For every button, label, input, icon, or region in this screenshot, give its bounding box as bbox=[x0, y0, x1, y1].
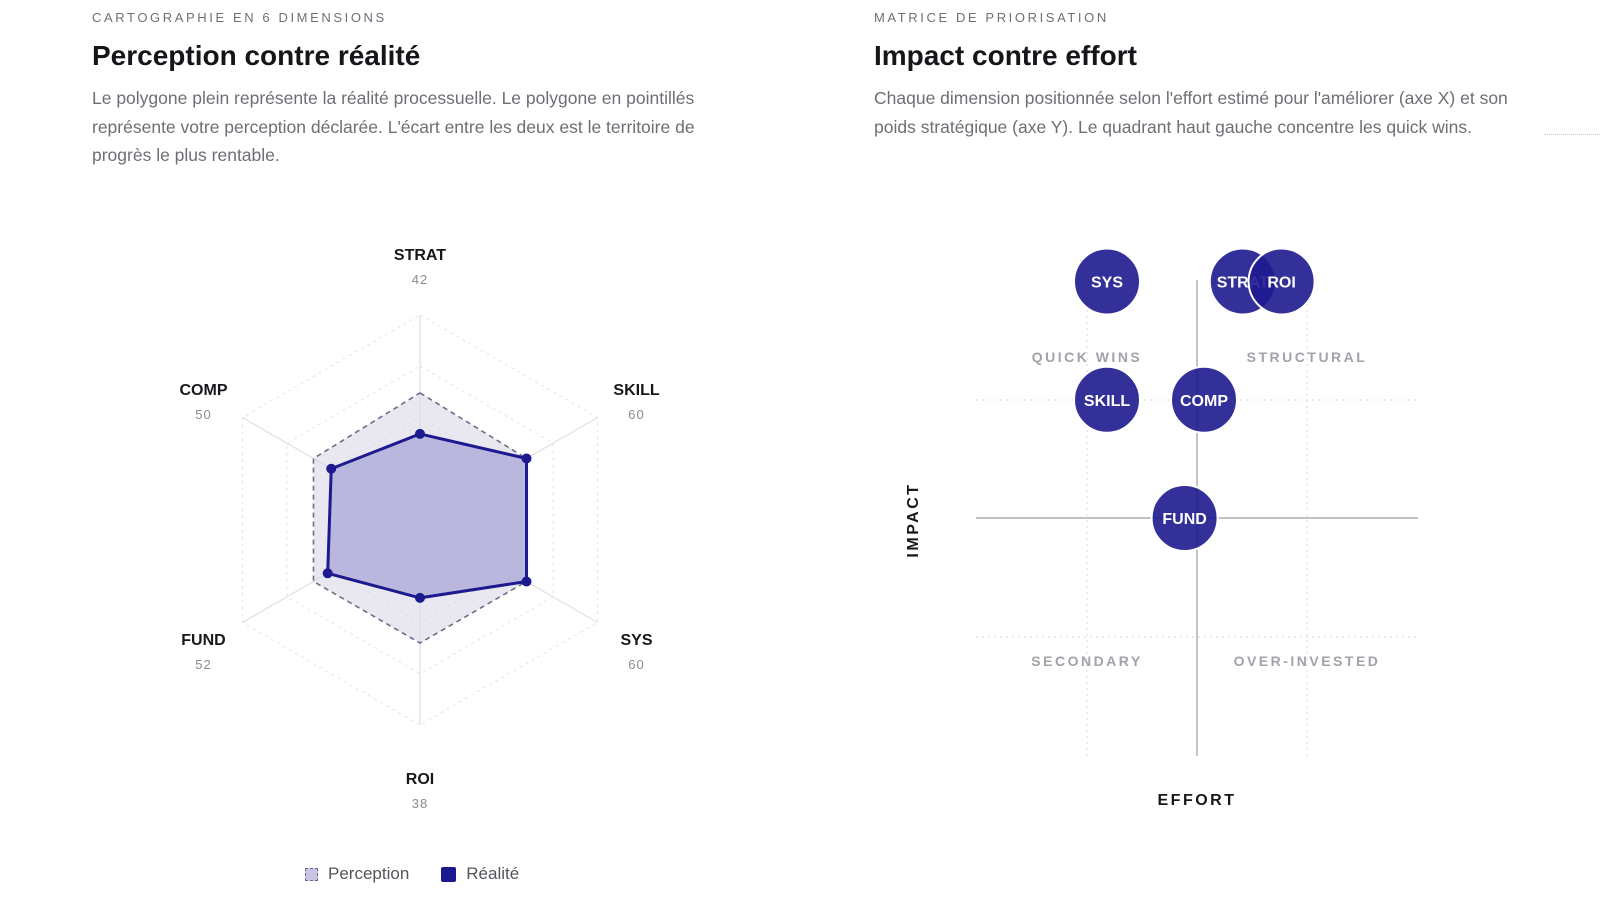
matrix-point-sys: SYS bbox=[1073, 247, 1141, 316]
matrix-bubble-skill bbox=[1073, 365, 1141, 434]
matrix-bubble-fund bbox=[1150, 484, 1219, 552]
reality-point-skill bbox=[521, 453, 532, 464]
radar-axis-value-roi: 38 bbox=[412, 796, 428, 811]
reality-point-comp bbox=[326, 463, 337, 474]
matrix-bubble-label-fund: FUND bbox=[1162, 511, 1206, 528]
matrix-point-skill: SKILL bbox=[1073, 365, 1141, 434]
radar-axis-label-sys: SYS bbox=[620, 632, 652, 649]
legend-perception: Perception bbox=[305, 864, 409, 884]
matrix-title: Impact contre effort bbox=[874, 40, 1137, 71]
radar-axis-label-strat: STRAT bbox=[394, 247, 446, 264]
reality-swatch bbox=[441, 866, 457, 882]
matrix-bubble-sys bbox=[1073, 247, 1141, 316]
quadrant-label-structural: STRUCTURAL bbox=[1247, 349, 1368, 365]
radar-axis-value-strat: 42 bbox=[412, 272, 428, 287]
matrix-eyebrow: MATRICE DE PRIORISATION bbox=[874, 10, 1109, 25]
radar-axis-label-roi: ROI bbox=[406, 771, 434, 788]
matrix-point-roi: ROI bbox=[1247, 247, 1316, 316]
reality-point-fund bbox=[322, 568, 333, 579]
matrix-bubble-label-sys: SYS bbox=[1091, 275, 1123, 292]
matrix-y-axis-label: IMPACT bbox=[905, 482, 922, 557]
radar-axis-value-skill: 60 bbox=[628, 407, 644, 422]
radar-axis-label-comp: COMP bbox=[179, 382, 227, 399]
reality-point-strat bbox=[415, 428, 425, 439]
matrix-bubble-roi bbox=[1247, 247, 1316, 316]
radar-axis-label-fund: FUND bbox=[181, 632, 225, 649]
quadrant-label-over-invested: OVER-INVESTED bbox=[1234, 653, 1381, 669]
radar-axis-label-skill: SKILL bbox=[613, 382, 659, 399]
radar-title: Perception contre réalité bbox=[92, 40, 421, 71]
legend-perception-label: Perception bbox=[328, 864, 410, 883]
radar-eyebrow: CARTOGRAPHIE EN 6 DIMENSIONS bbox=[92, 10, 387, 25]
matrix-point-fund: FUND bbox=[1150, 484, 1219, 552]
matrix-bubble-label-roi: ROI bbox=[1267, 275, 1295, 292]
radar-description: Le polygone plein représente la réalité … bbox=[92, 88, 695, 165]
matrix-point-comp: COMP bbox=[1170, 365, 1238, 434]
legend-reality: Réalité bbox=[441, 864, 519, 884]
legend-reality-label: Réalité bbox=[466, 864, 520, 883]
radar-axis-value-fund: 52 bbox=[195, 657, 211, 672]
matrix-x-axis-label: EFFORT bbox=[1158, 792, 1237, 809]
radar-axis-value-sys: 60 bbox=[628, 657, 644, 672]
radar-axis-value-comp: 50 bbox=[195, 407, 211, 422]
radar-legend: Perception Réalité bbox=[305, 864, 519, 884]
matrix-bubble-label-skill: SKILL bbox=[1084, 393, 1130, 410]
matrix-bubble-label-comp: COMP bbox=[1180, 393, 1228, 410]
quadrant-label-secondary: SECONDARY bbox=[1031, 653, 1142, 669]
edge-divider bbox=[1544, 134, 1600, 135]
radar-chart: STRAT 42 SKILL 60 SYS 60 ROI 38 FUND 52 COMP 50 bbox=[179, 247, 659, 811]
reality-point-roi bbox=[415, 592, 425, 603]
perception-swatch bbox=[305, 867, 318, 881]
matrix-bubble-comp bbox=[1170, 365, 1238, 434]
quadrant-label-quick-wins: QUICK WINS bbox=[1032, 349, 1143, 365]
matrix-description: Chaque dimension positionnée selon l'eff… bbox=[874, 88, 1508, 137]
reality-point-sys bbox=[521, 576, 532, 587]
